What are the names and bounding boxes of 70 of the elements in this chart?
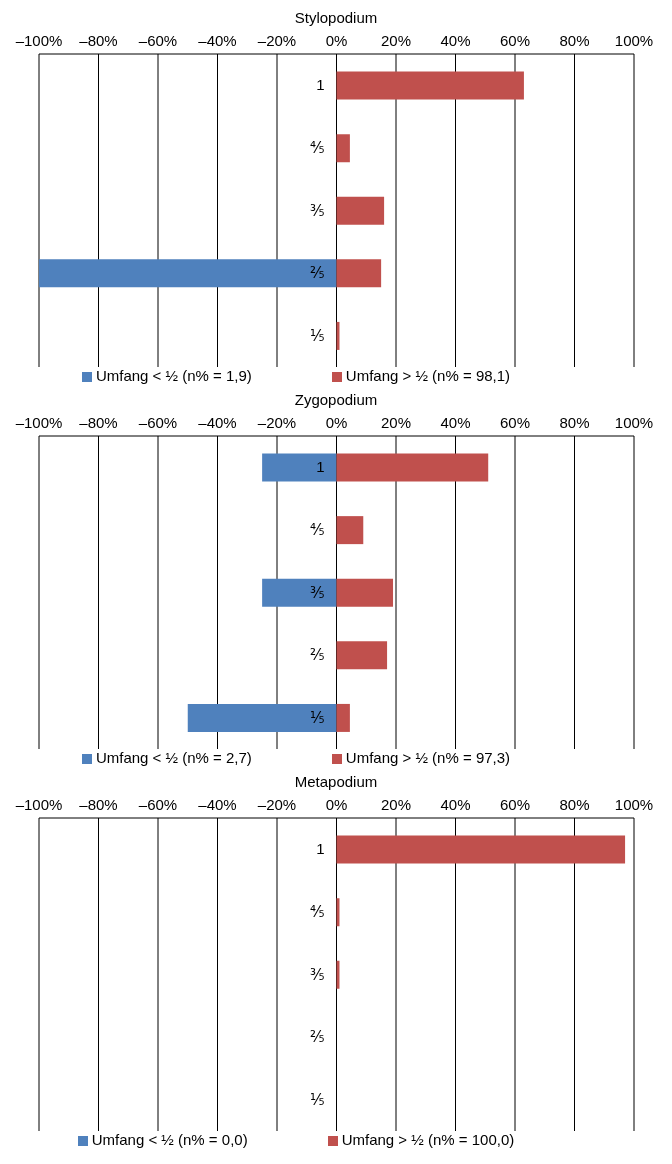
y-tick-label: ⅖	[309, 264, 325, 282]
legend-label: Umfang > ½ (n% = 100,0)	[341, 1131, 515, 1148]
bar	[336, 71, 524, 100]
x-tick-label: –60%	[138, 796, 178, 813]
bar	[336, 259, 382, 288]
x-tick-label: 40%	[440, 32, 471, 49]
x-tick-label: 80%	[559, 414, 590, 431]
x-tick-label: –20%	[257, 32, 297, 49]
y-tick-label: ⅘	[309, 138, 325, 156]
x-tick-label: –80%	[79, 32, 118, 49]
y-tick-label: ⅖	[309, 1028, 325, 1046]
x-tick-label: –100%	[15, 32, 63, 49]
x-tick-label: –100%	[15, 414, 63, 431]
y-tick-label: ⅕	[309, 708, 325, 726]
x-tick-label: 80%	[559, 32, 590, 49]
y-tick-label: 1	[316, 76, 325, 94]
chart-title: Stylopodium	[293, 8, 379, 28]
bar	[336, 134, 350, 163]
x-tick-label: 0%	[325, 32, 348, 49]
x-tick-label: 0%	[325, 796, 348, 813]
y-tick-label: 1	[316, 840, 325, 858]
x-tick-label: 60%	[499, 32, 531, 49]
y-tick-label: ⅗	[309, 583, 325, 601]
bar	[262, 578, 337, 607]
y-tick-label: ⅕	[309, 1090, 325, 1108]
y-tick-label: ⅘	[309, 520, 325, 538]
bar	[39, 259, 337, 288]
x-tick-label: 40%	[440, 414, 471, 431]
x-tick-label: 20%	[380, 414, 412, 431]
y-tick-label: ⅗	[309, 965, 325, 983]
legend-label: Umfang > ½ (n% = 98,1)	[345, 367, 511, 384]
x-tick-label: 20%	[380, 796, 412, 813]
x-tick-label: –20%	[257, 796, 297, 813]
y-tick-label: 1	[316, 458, 325, 476]
bar	[336, 578, 394, 607]
legend-label: Umfang < ½ (n% = 1,9)	[95, 367, 252, 384]
x-tick-label: –60%	[138, 32, 178, 49]
bar	[336, 196, 385, 225]
legend-label: Umfang < ½ (n% = 0,0)	[91, 1131, 248, 1148]
y-tick-label: ⅘	[309, 902, 325, 920]
x-tick-label: 20%	[380, 32, 412, 49]
y-tick-label: ⅖	[309, 646, 325, 664]
x-tick-label: –40%	[198, 414, 237, 431]
x-tick-label: 60%	[499, 796, 531, 813]
x-tick-label: 40%	[440, 796, 471, 813]
legend-label: Umfang < ½ (n% = 2,7)	[95, 749, 252, 766]
chart-title: Metapodium	[293, 772, 379, 792]
x-tick-label: –20%	[257, 414, 297, 431]
bar	[187, 703, 337, 732]
y-tick-label: ⅕	[309, 326, 325, 344]
x-tick-label: –80%	[79, 414, 118, 431]
x-tick-label: 100%	[614, 32, 654, 49]
x-tick-label: –100%	[15, 796, 63, 813]
x-tick-label: –80%	[79, 796, 118, 813]
y-tick-label: ⅗	[309, 201, 325, 219]
x-tick-label: –40%	[198, 796, 237, 813]
x-tick-label: 0%	[325, 414, 348, 431]
x-tick-label: 100%	[614, 414, 654, 431]
x-tick-label: 60%	[499, 414, 531, 431]
bar	[262, 453, 337, 482]
chart-title: Zygopodium	[293, 390, 379, 410]
x-tick-label: 80%	[559, 796, 590, 813]
legend-label: Umfang > ½ (n% = 97,3)	[345, 749, 511, 766]
bar	[336, 453, 489, 482]
x-tick-label: 100%	[614, 796, 654, 813]
x-tick-label: –60%	[138, 414, 178, 431]
bar	[336, 641, 388, 670]
x-tick-label: –40%	[198, 32, 237, 49]
bar	[336, 703, 350, 732]
bar	[336, 516, 364, 545]
